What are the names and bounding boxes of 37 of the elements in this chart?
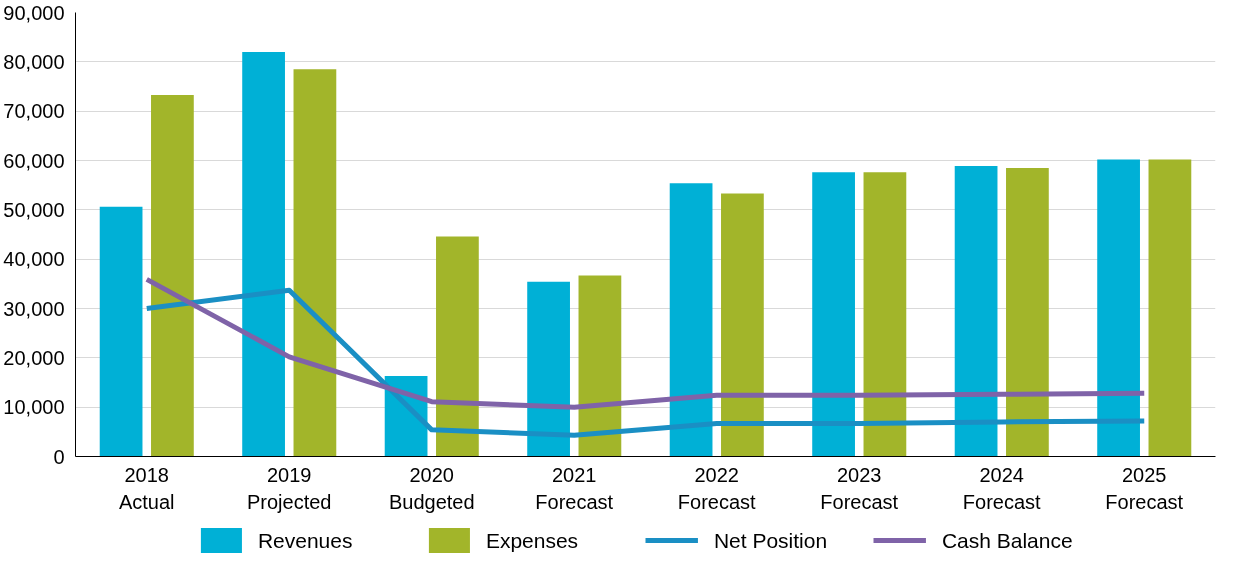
bar [99,206,143,457]
legend-label: Expenses [485,529,579,552]
bar [293,69,337,457]
bar [527,281,570,457]
legend-label: Revenues [257,529,353,552]
y-tick-label: 50,000 [3,198,65,221]
bar [151,94,194,457]
y-tick-label: 40,000 [3,248,65,271]
y-tick-label: 20,000 [3,346,65,369]
y-tick-label: 90,000 [3,1,65,24]
category-label: 2025 Forecast [1105,463,1184,513]
y-tick-label: 60,000 [3,149,65,172]
bar [1148,159,1192,457]
bar [669,183,713,457]
bar [1006,167,1049,457]
category-label: 2020 Budgeted [388,463,475,513]
bar [436,236,479,457]
bar [578,275,622,457]
legend-label: Cash Balance [941,529,1073,552]
bar [812,172,855,457]
bar [721,193,764,457]
y-tick-label: 30,000 [3,297,65,320]
category-label: 2024 Forecast [962,463,1041,513]
y-tick-label: 0 [53,445,65,468]
category-label: 2023 Forecast [820,463,899,513]
category-label: 2021 Forecast [535,463,614,513]
bar [954,165,998,457]
category-label: 2019 Projected [247,463,332,513]
bar [863,172,907,457]
y-tick-label: 10,000 [3,396,65,419]
y-tick-label: 70,000 [3,100,65,123]
bar [1097,159,1140,457]
category-label: 2022 Forecast [677,463,756,513]
y-tick-label: 80,000 [3,50,65,73]
category-label: 2018 Actual [118,463,175,513]
bar [242,51,285,457]
legend-label: Net Position [713,529,828,552]
